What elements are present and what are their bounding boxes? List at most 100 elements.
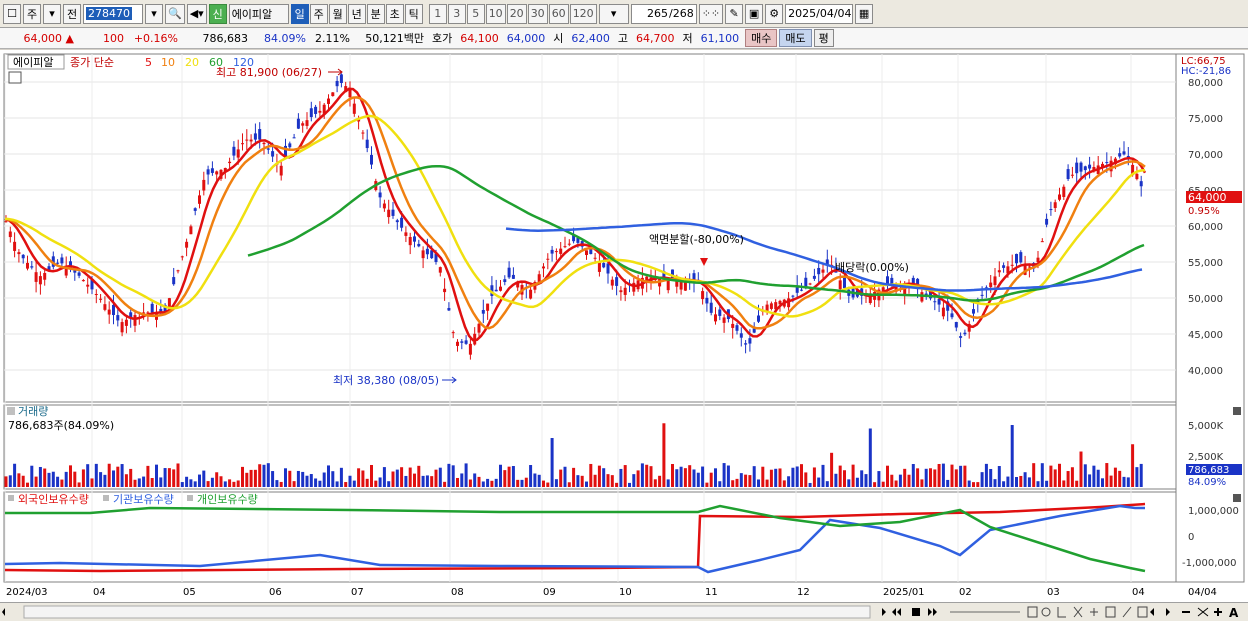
interval-30[interactable]: 30 [527,3,548,24]
tab-period-3[interactable]: 년 [347,3,366,24]
legend-ma-10[interactable]: 10 [161,56,175,69]
sell-button[interactable]: 매도 [779,29,812,47]
volume-bar [245,472,249,487]
volume-bar [812,467,816,487]
volume-bar [185,476,189,487]
time-tick: 09 [543,587,556,598]
tab-period-4[interactable]: 분 [366,3,385,24]
legend-ma-60[interactable]: 60 [209,56,223,69]
search-icon[interactable]: 🔍 [165,3,185,24]
date-input[interactable]: 2025/04/04 [785,3,854,24]
stop-icon[interactable] [912,608,920,616]
tool-line-icon[interactable] [1122,606,1132,618]
tab-period-1[interactable]: 주 [309,3,328,24]
volume-bar [34,476,38,487]
volume-bar [1139,463,1143,487]
tool-box-icon[interactable] [1027,606,1038,618]
holding-legend-0[interactable]: 외국인보유수량 [18,493,89,506]
candle-body [120,322,124,333]
interval-select[interactable]: ▾ [598,3,629,24]
split-annotation: 액면분할(-80,00%) [649,233,744,246]
play-icon[interactable] [882,608,886,616]
volume-bar [967,480,971,487]
volume-bar [99,472,103,487]
volume-panel-icon[interactable] [7,407,15,415]
chart-svg[interactable]: 80,00075,00070,00065,00060,00055,00050,0… [0,50,1248,602]
candle-body [210,168,214,173]
volume-bar [636,470,640,487]
volume-bar [580,475,584,487]
nav-prev-icon[interactable] [1150,608,1154,616]
speaker-icon[interactable]: ◀▾ [186,3,207,24]
candle-body [843,277,846,289]
high-arrow-icon [328,68,343,76]
tab-period-0[interactable]: 일 [290,3,309,24]
grid-lines [4,54,1176,582]
candle-body [1027,266,1031,268]
nav-next-icon[interactable] [1166,608,1170,616]
chevron-down-icon[interactable]: ▾ [145,3,163,24]
interval-3[interactable]: 3 [447,3,466,24]
tool-circle-icon[interactable] [1041,607,1051,617]
stock-code-input[interactable]: 278470 [83,3,143,24]
holding-legend-1[interactable]: 기관보유수량 [113,493,174,506]
fast-forward-icon[interactable] [928,608,937,616]
reset-zoom-icon[interactable] [1197,607,1209,617]
volume-bar [275,480,279,487]
interval-20[interactable]: 20 [506,3,527,24]
gear-icon[interactable]: ⚙ [765,3,784,24]
draw-icon[interactable]: ✎ [725,3,744,24]
bottom-bar: A [0,602,1248,621]
time-tick: 10 [619,587,632,598]
buy-button[interactable]: 매수 [745,29,778,47]
scroll-thumb[interactable] [23,605,871,619]
volume-bar [451,465,455,487]
checkbox-icon[interactable]: ☐ [3,3,21,24]
chart-area[interactable]: 80,00075,00070,00065,00060,00055,00050,0… [0,50,1248,602]
candle-body [946,301,950,311]
candle-body [116,315,120,321]
candle-body [8,231,12,238]
candle-body [980,294,984,296]
interval-60[interactable]: 60 [548,3,569,24]
interval-5[interactable]: 5 [466,3,485,24]
legend-ma-20[interactable]: 20 [185,56,199,69]
save-icon[interactable]: ▣ [745,3,764,24]
volume-bar [1070,467,1074,487]
tool-page-icon[interactable] [1137,606,1148,618]
interval-10[interactable]: 10 [485,3,506,24]
grid-toggle-icon[interactable] [8,71,22,84]
legend-name-box[interactable] [7,54,65,70]
calendar-icon[interactable]: ▦ [855,3,874,24]
legend-ma-5[interactable]: 5 [145,56,152,69]
prev-button[interactable]: 전 [63,3,81,24]
tool-plus-icon[interactable] [1090,608,1098,616]
candle-body [1070,174,1074,176]
scroll-left-icon[interactable] [2,608,5,616]
legend-ma-120[interactable]: 120 [233,56,254,69]
rewind-icon[interactable] [892,608,901,616]
zoom-in-icon[interactable] [1214,608,1222,616]
tab-period-5[interactable]: 초 [385,3,404,24]
interval-120[interactable]: 120 [569,3,597,24]
tool-cross-icon[interactable] [1073,606,1083,618]
volume-bar [490,480,494,487]
candle-body [507,267,511,278]
holding-panel-close-icon[interactable] [1233,494,1241,502]
chevron-down-icon[interactable]: ▾ [43,3,61,24]
period-type-select[interactable]: 주 [23,3,41,24]
tab-period-2[interactable]: 월 [328,3,347,24]
auto-scale-icon[interactable]: A [1229,606,1239,620]
count-display[interactable]: 265/268 [630,3,697,24]
tool-axis-icon[interactable] [1057,607,1066,618]
grid-icon[interactable]: ⁘⁘ [698,3,724,24]
tab-period-6[interactable]: 틱 [404,3,423,24]
interval-1[interactable]: 1 [428,3,447,24]
holding-legend-2[interactable]: 개인보유수량 [197,493,258,506]
eval-button[interactable]: 평 [813,29,834,47]
candle-body [645,276,649,283]
tool-square-icon[interactable] [1105,606,1116,618]
volume-panel-close-icon[interactable] [1233,407,1241,415]
candle-body [387,209,391,218]
candle-body [933,301,937,303]
